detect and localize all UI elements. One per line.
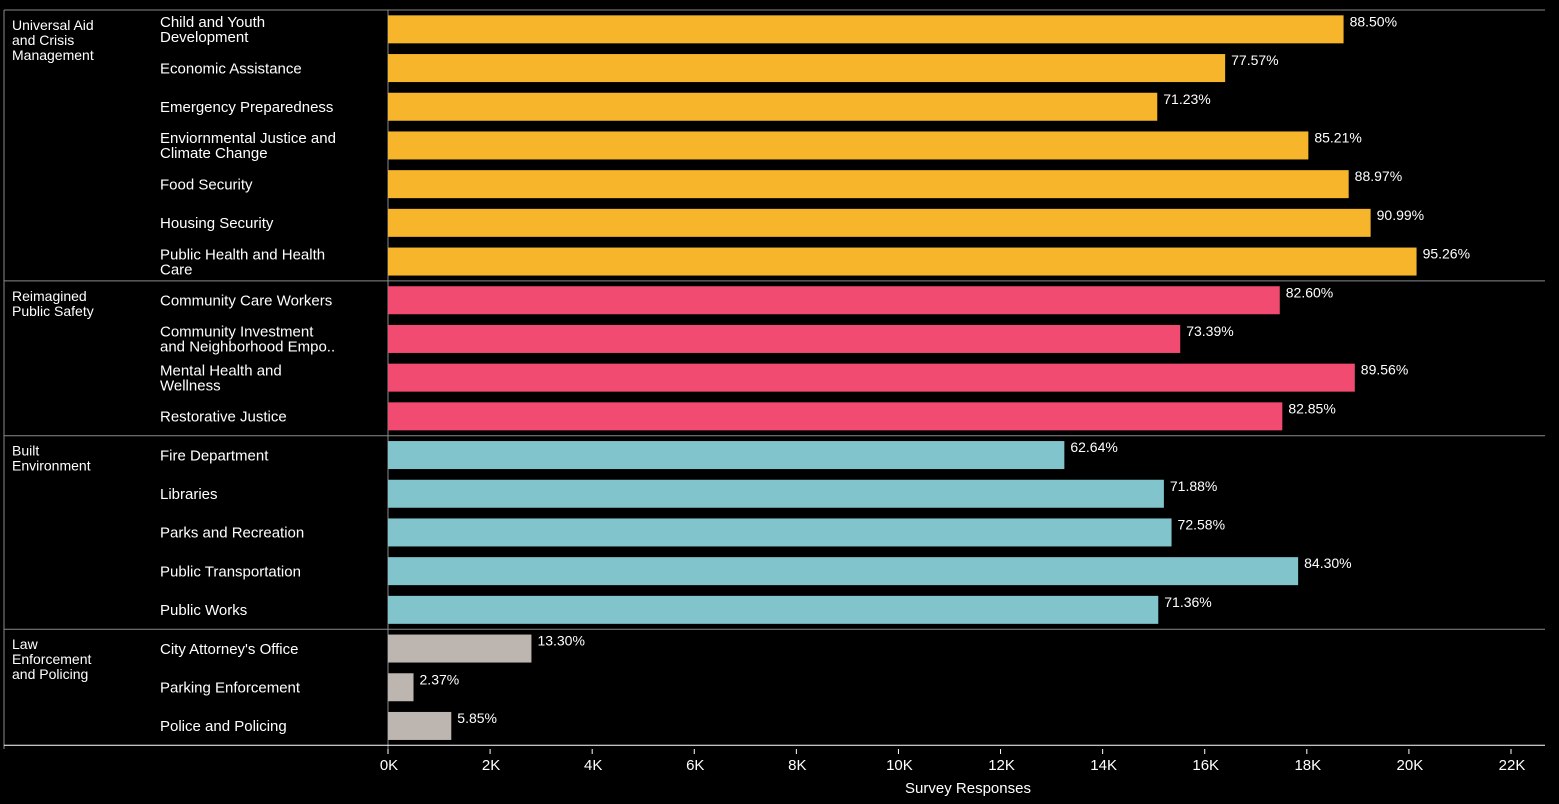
x-tick-label: 6K: [686, 757, 704, 774]
x-axis-title: Survey Responses: [905, 780, 1031, 797]
row-label: Parking Enforcement: [160, 680, 301, 697]
bar-data-label: 62.64%: [1070, 439, 1117, 455]
bar: [388, 247, 1417, 276]
x-tick-label: 8K: [788, 757, 806, 774]
bar: [388, 711, 452, 740]
bar-data-label: 88.50%: [1350, 13, 1397, 29]
bar-data-label: 82.85%: [1288, 400, 1335, 416]
row-label: Mental Health and Wellness: [160, 362, 282, 394]
bar: [388, 402, 1283, 431]
row-label: Libraries: [160, 486, 218, 503]
bar: [388, 673, 414, 702]
bar: [388, 634, 532, 663]
bar-data-label: 90.99%: [1377, 207, 1424, 223]
row-label: City Attorney's Office: [160, 641, 298, 658]
bar: [388, 15, 1344, 44]
group-label: Reimagined Public Safety: [12, 288, 94, 319]
bar: [388, 595, 1159, 624]
bar: [388, 557, 1299, 586]
bar: [388, 208, 1371, 237]
row-label: Parks and Recreation: [160, 525, 304, 542]
bar: [388, 479, 1164, 508]
x-tick-label: 2K: [482, 757, 500, 774]
x-tick-label: 4K: [584, 757, 602, 774]
bar: [388, 441, 1065, 470]
bar: [388, 170, 1349, 199]
row-label: Fire Department: [160, 447, 269, 464]
row-label: Community Investment and Neighborhood Emp…: [160, 324, 335, 356]
bar-data-label: 89.56%: [1361, 362, 1408, 378]
bar-data-label: 2.37%: [420, 671, 460, 687]
row-label: Economic Assistance: [160, 60, 302, 77]
group-label: Built Environment: [12, 443, 91, 474]
row-label: Police and Policing: [160, 718, 287, 735]
bar-data-label: 85.21%: [1314, 129, 1361, 145]
x-tick-label: 14K: [1090, 757, 1117, 774]
bar: [388, 286, 1280, 315]
x-tick-label: 12K: [988, 757, 1015, 774]
bar: [388, 518, 1172, 547]
x-tick-label: 22K: [1499, 757, 1526, 774]
row-label: Public Works: [160, 602, 247, 619]
bar-data-label: 82.60%: [1286, 284, 1333, 300]
row-label: Emergency Preparedness: [160, 99, 333, 116]
bar-data-label: 71.23%: [1163, 91, 1210, 107]
bar-data-label: 95.26%: [1423, 246, 1470, 262]
bar-data-label: 84.30%: [1304, 555, 1351, 571]
bar-data-label: 72.58%: [1178, 516, 1225, 532]
row-label: Food Security: [160, 176, 253, 193]
bar-data-label: 77.57%: [1231, 52, 1278, 68]
bar-data-label: 5.85%: [457, 710, 497, 726]
row-label: Public Transportation: [160, 563, 301, 580]
row-label: Restorative Justice: [160, 409, 287, 426]
row-label: Community Care Workers: [160, 293, 332, 310]
row-label: Child and Youth Development: [160, 14, 265, 46]
bar-data-label: 13.30%: [537, 633, 584, 649]
group-label: Law Enforcement and Policing: [12, 636, 91, 682]
group-label: Universal Aid and Crisis Management: [12, 17, 94, 63]
x-tick-label: 18K: [1294, 757, 1321, 774]
row-label: Enviornmental Justice and Climate Change: [160, 130, 336, 162]
bar: [388, 363, 1355, 392]
bar-data-label: 71.36%: [1164, 594, 1211, 610]
bar: [388, 54, 1226, 83]
bar-data-label: 88.97%: [1355, 168, 1402, 184]
bar-data-label: 73.39%: [1186, 323, 1233, 339]
x-tick-label: 16K: [1192, 757, 1219, 774]
bar: [388, 92, 1158, 121]
bar-data-label: 71.88%: [1170, 478, 1217, 494]
row-label: Public Health and Health Care: [160, 246, 325, 278]
bar: [388, 324, 1181, 353]
x-tick-label: 0K: [380, 757, 398, 774]
row-label: Housing Security: [160, 215, 274, 232]
bar: [388, 131, 1309, 160]
x-tick-label: 20K: [1397, 757, 1424, 774]
x-tick-label: 10K: [886, 757, 913, 774]
